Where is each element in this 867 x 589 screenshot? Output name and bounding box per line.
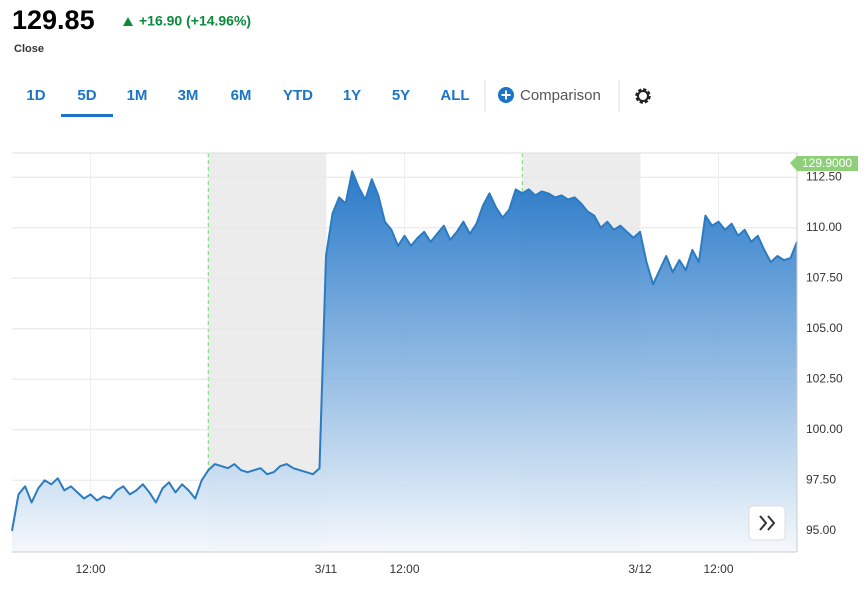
tab[interactable]: YTD (283, 87, 313, 104)
tab[interactable]: 3M (178, 87, 199, 104)
comparison-button[interactable]: Comparison (520, 87, 601, 104)
x-tick-label: 3/11 (315, 562, 338, 576)
x-tick-label: 12:00 (389, 562, 419, 576)
price-flag: 129.9000 (802, 156, 852, 170)
up-arrow (123, 17, 133, 26)
tab[interactable]: 1D (26, 87, 45, 104)
tab[interactable]: 5Y (392, 87, 410, 104)
y-tick-label: 107.50 (806, 270, 843, 284)
price-change: +16.90 (+14.96%) (139, 13, 251, 29)
close-label: Close (14, 43, 44, 55)
price-line (11, 170, 798, 531)
tabs: 1D 5D 1M 3M 6M YTD 1Y 5Y ALL (26, 87, 470, 117)
tab[interactable]: 1Y (343, 87, 361, 104)
tab[interactable]: 6M (231, 87, 252, 104)
y-tick-label: 105.00 (806, 321, 843, 335)
price: 129.85 (12, 5, 95, 35)
plus (501, 90, 511, 100)
y-tick-label: 102.50 (806, 371, 843, 385)
x-tick-label: 12:00 (75, 562, 105, 576)
tab[interactable]: 5D (77, 87, 96, 104)
y-tick-label: 95.00 (806, 523, 836, 537)
tab[interactable]: ALL (440, 87, 469, 104)
chevrons (759, 515, 776, 531)
y-tick-label: 100.00 (806, 422, 843, 436)
y-tick-label: 112.50 (806, 169, 842, 183)
y-tick-label: 110.00 (806, 220, 842, 234)
tab[interactable]: 1M (127, 87, 148, 104)
chart: 95.00 97.50 100.00 102.50 105.00 107.50 110.00… (11, 152, 858, 576)
x-tick-label: 3/12 (628, 562, 652, 576)
price-flag-bg (790, 156, 858, 171)
x-tick-label: 12:00 (703, 562, 733, 576)
y-tick-label: 97.50 (806, 472, 836, 486)
area-fill (12, 171, 797, 552)
settings-icon[interactable] (635, 88, 651, 104)
tab-underline (61, 114, 113, 117)
